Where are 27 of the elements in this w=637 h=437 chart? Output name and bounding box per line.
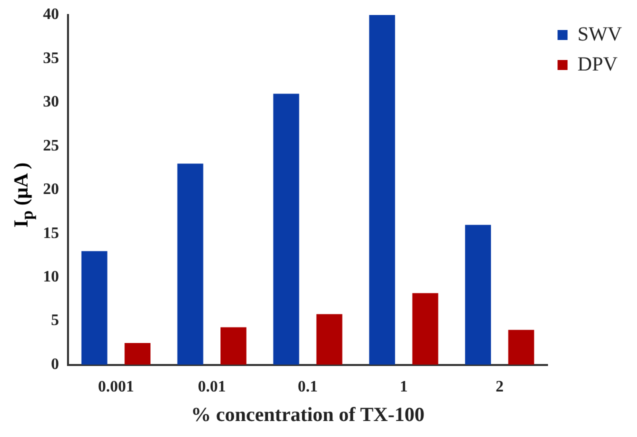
bar <box>412 293 438 365</box>
legend-label: SWV <box>578 23 623 46</box>
y-tick-label: 35 <box>43 50 59 67</box>
y-tick-label: 10 <box>43 268 59 286</box>
bar <box>124 342 150 365</box>
bar <box>177 164 204 365</box>
bar <box>508 330 534 365</box>
legend-label: DPV <box>578 53 618 76</box>
x-tick-label: 0.1 <box>298 378 318 396</box>
y-tick-label: 0 <box>51 356 59 373</box>
y-tick-label: 40 <box>43 6 59 24</box>
x-tick-label: 1 <box>400 378 408 396</box>
y-tick-label: 20 <box>43 181 59 198</box>
bar <box>369 15 396 365</box>
bar <box>273 94 300 365</box>
x-axis-title: % concentration of TX-100 <box>191 404 425 426</box>
x-tick-label: 0.01 <box>198 378 226 396</box>
x-tick-label: 0.001 <box>98 378 134 396</box>
y-tick-label: 15 <box>43 224 59 242</box>
y-tick-label: 30 <box>43 94 59 111</box>
x-tick-label: 2 <box>496 378 504 396</box>
bar <box>81 251 108 365</box>
y-tick-label: 5 <box>51 312 59 330</box>
y-tick-label: 25 <box>43 137 59 154</box>
bar <box>220 327 246 365</box>
bar <box>465 224 491 365</box>
bar <box>316 314 342 365</box>
